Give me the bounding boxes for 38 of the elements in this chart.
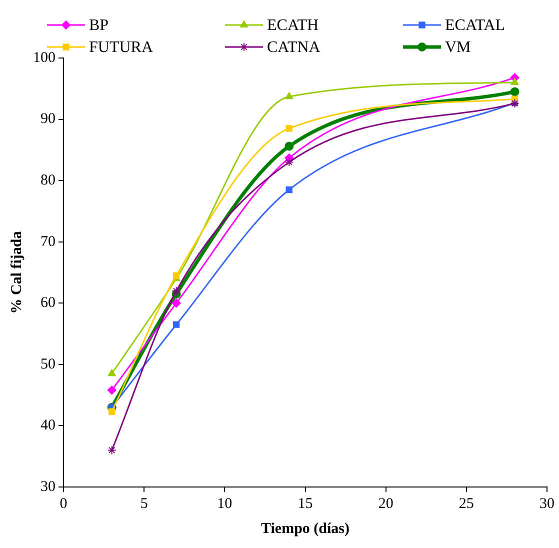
legend-label: ECATAL (445, 17, 506, 34)
x-tick-label: 15 (298, 496, 313, 512)
x-tick-label: 30 (540, 496, 554, 512)
y-tick-label: 80 (40, 172, 56, 189)
point (107, 446, 116, 455)
point (285, 92, 294, 100)
point (172, 272, 180, 279)
y-tick-label: 30 (40, 478, 56, 495)
y-tick-label: 40 (40, 418, 56, 434)
point (108, 369, 116, 376)
point (284, 142, 294, 151)
legend-label: ECATH (267, 17, 319, 34)
point (108, 408, 116, 415)
point (286, 186, 292, 194)
x-axis-title: Tiempo (días) (261, 520, 350, 537)
y-tick-label: 90 (40, 111, 56, 128)
point (172, 298, 181, 308)
y-tick-label: 60 (40, 295, 56, 312)
x-tick-label: 25 (458, 496, 474, 512)
point (172, 321, 180, 328)
y-tick-label: 50 (40, 356, 56, 372)
y-tick-label: 70 (40, 234, 56, 250)
point (510, 87, 520, 96)
point (286, 125, 292, 132)
legend-label: BP (89, 17, 109, 34)
x-tick-label: 10 (217, 496, 232, 512)
x-tick-label: 20 (378, 496, 394, 512)
legend-label: FUTURA (89, 39, 154, 56)
legend-label: VM (445, 39, 471, 56)
x-tick-label: 0 (60, 496, 68, 512)
point (172, 286, 181, 296)
point (284, 158, 294, 167)
point (107, 386, 116, 395)
point (510, 78, 519, 86)
legend-label: CATNA (267, 39, 321, 56)
y-tick-label: 100 (33, 50, 56, 66)
y-axis-title: % Cal fijada (8, 230, 25, 314)
x-tick-label: 5 (140, 496, 148, 512)
